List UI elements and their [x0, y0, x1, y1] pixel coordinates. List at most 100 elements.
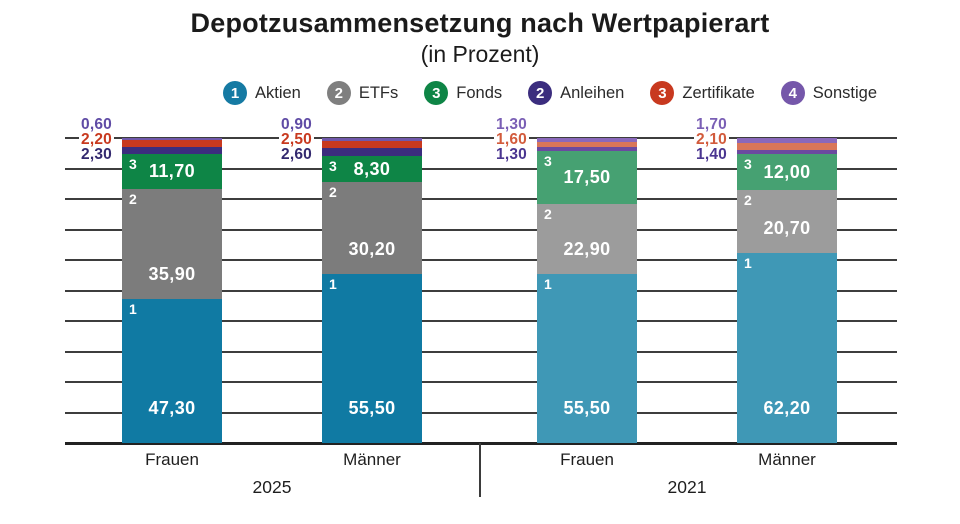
top-value-label-anleihen: 1,40 [694, 146, 729, 164]
legend-label-fonds: Fonds [456, 83, 503, 102]
top-value-label-sonstige: 0,90 [279, 116, 314, 133]
segment-value-label: 11,70 [148, 161, 196, 182]
segment-aktien-2021-frauen: 1 55,50 [537, 273, 637, 443]
top-value-label-zertifikate: 2,20 [79, 131, 114, 149]
segment-aktien-2021-maenner: 1 62,20 [737, 253, 837, 443]
segment-zertifikate-2021-maenner [737, 143, 837, 150]
segment-fonds-2025-frauen: 3 11,70 [122, 153, 222, 190]
segment-anleihen-2025-maenner [322, 148, 422, 157]
segment-number: 1 [544, 275, 552, 292]
callout-line-anleihen: 1,30 [389, 146, 529, 164]
top-value-label-zertifikate: 1,60 [494, 131, 529, 149]
gridline-40 [65, 320, 897, 322]
segment-etfs-2025-maenner: 2 30,20 [322, 181, 422, 274]
segment-sonstige-2021-frauen [537, 138, 637, 142]
legend-label-zertifikate: Zertifikate [682, 83, 755, 102]
segment-value-label: 55,50 [348, 397, 396, 418]
top-value-label-zertifikate: 2,10 [694, 131, 729, 149]
callout-labels-2025-maenner: 0,90 2,50 2,60 [174, 117, 314, 163]
gridline-20 [65, 381, 897, 383]
callout-labels-2021-frauen: 1,30 1,60 1,30 [389, 117, 529, 163]
segment-sonstige-2021-maenner [737, 138, 837, 144]
segment-etfs-2021-frauen: 2 22,90 [537, 204, 637, 274]
segment-fonds-2025-maenner: 3 8,30 [322, 156, 422, 182]
segment-number: 2 [544, 206, 552, 223]
legend-number-circle-zertifikate: 3 [650, 81, 675, 105]
segment-number: 2 [129, 191, 137, 208]
chart-subtitle: (in Prozent) [420, 41, 540, 67]
gridline-90 [65, 167, 897, 170]
legend-label-anleihen: Anleihen [560, 83, 625, 102]
gridline-70 [65, 228, 897, 231]
callout-line-zertifikate: 2,10 [589, 131, 729, 149]
group-label-2021: 2021 [667, 477, 707, 497]
gridline-80 [65, 198, 897, 200]
segment-number: 3 [129, 155, 137, 172]
segment-value-label: 55,50 [563, 397, 611, 418]
x-axis-line [65, 442, 897, 445]
top-value-label-zertifikate: 2,50 [279, 131, 314, 149]
legend-item-etfs: 2 ETFs [326, 81, 399, 105]
segment-number: 3 [744, 155, 752, 172]
callout-labels-2025-frauen: 0,60 2,20 2,30 [0, 117, 114, 163]
segment-etfs-2021-maenner: 2 20,70 [737, 190, 837, 254]
gridline-30 [65, 350, 897, 353]
segment-number: 1 [744, 255, 752, 272]
legend-label-aktien: Aktien [254, 83, 301, 102]
segment-zertifikate-2021-frauen [537, 141, 637, 147]
callout-line-zertifikate: 1,60 [389, 131, 529, 149]
segment-number: 3 [544, 152, 552, 169]
segment-number: 1 [329, 275, 337, 292]
gridline-100 [65, 137, 897, 139]
chart-title: Depotzusammensetzung nach Wertpapierart [190, 8, 770, 38]
group-divider [479, 443, 481, 497]
callout-line-zertifikate: 2,50 [174, 131, 314, 149]
legend-item-sonstige: 4 Sonstige [780, 81, 878, 105]
legend-number-circle-fonds: 3 [424, 81, 449, 105]
segment-sonstige-2025-frauen [122, 138, 222, 140]
legend-item-aktien: 1 Aktien [222, 81, 301, 105]
top-value-label-sonstige: 1,70 [694, 116, 729, 133]
callout-line-sonstige: 0,60 [0, 117, 114, 132]
segment-etfs-2025-frauen: 2 35,90 [122, 189, 222, 299]
callout-line-sonstige: 1,70 [589, 117, 729, 132]
callout-line-sonstige: 0,90 [174, 117, 314, 132]
segment-sonstige-2025-maenner [322, 138, 422, 141]
callout-line-sonstige: 1,30 [389, 117, 529, 132]
callout-labels-2021-maenner: 1,70 2,10 1,40 [589, 117, 729, 163]
segment-anleihen-2021-maenner [737, 149, 837, 154]
gridline-10 [65, 411, 897, 414]
legend-number-circle-sonstige: 4 [780, 81, 805, 105]
segment-aktien-2025-frauen: 1 47,30 [122, 298, 222, 443]
gridline-60 [65, 259, 897, 261]
segment-value-label: 20,70 [763, 218, 811, 239]
segment-fonds-2021-frauen: 3 17,50 [537, 150, 637, 205]
legend-label-sonstige: Sonstige [812, 83, 878, 102]
x-axis-label-maenner-2025: Männer [343, 450, 401, 469]
top-value-label-anleihen: 1,30 [494, 146, 529, 164]
segment-value-label: 17,50 [563, 167, 611, 188]
segment-anleihen-2021-frauen [537, 146, 637, 151]
segment-value-label: 35,90 [148, 263, 196, 284]
callout-line-anleihen: 2,60 [174, 147, 314, 163]
segment-number: 3 [329, 158, 337, 175]
segment-fonds-2021-maenner: 3 12,00 [737, 153, 837, 191]
gridline-50 [65, 289, 897, 292]
segment-zertifikate-2025-maenner [322, 140, 422, 149]
callout-line-anleihen: 2,30 [0, 146, 114, 164]
top-value-label-anleihen: 2,30 [79, 146, 114, 164]
top-value-label-sonstige: 0,60 [79, 116, 114, 133]
legend-item-fonds: 3 Fonds [424, 81, 502, 105]
legend-label-etfs: ETFs [358, 83, 399, 102]
group-label-2025: 2025 [252, 477, 292, 497]
x-axis-label-maenner-2021: Männer [758, 450, 816, 469]
segment-number: 2 [744, 192, 752, 209]
segment-value-label: 22,90 [563, 238, 611, 259]
legend-item-anleihen: 2 Anleihen [528, 81, 624, 105]
segment-aktien-2025-maenner: 1 55,50 [322, 273, 422, 443]
segment-number: 1 [129, 300, 137, 317]
legend-number-circle-anleihen: 2 [528, 81, 553, 105]
legend-item-zertifikate: 3 Zertifikate [650, 81, 755, 105]
x-axis-label-frauen-2021: Frauen [560, 450, 614, 469]
x-axis-label-frauen-2025: Frauen [145, 450, 199, 469]
